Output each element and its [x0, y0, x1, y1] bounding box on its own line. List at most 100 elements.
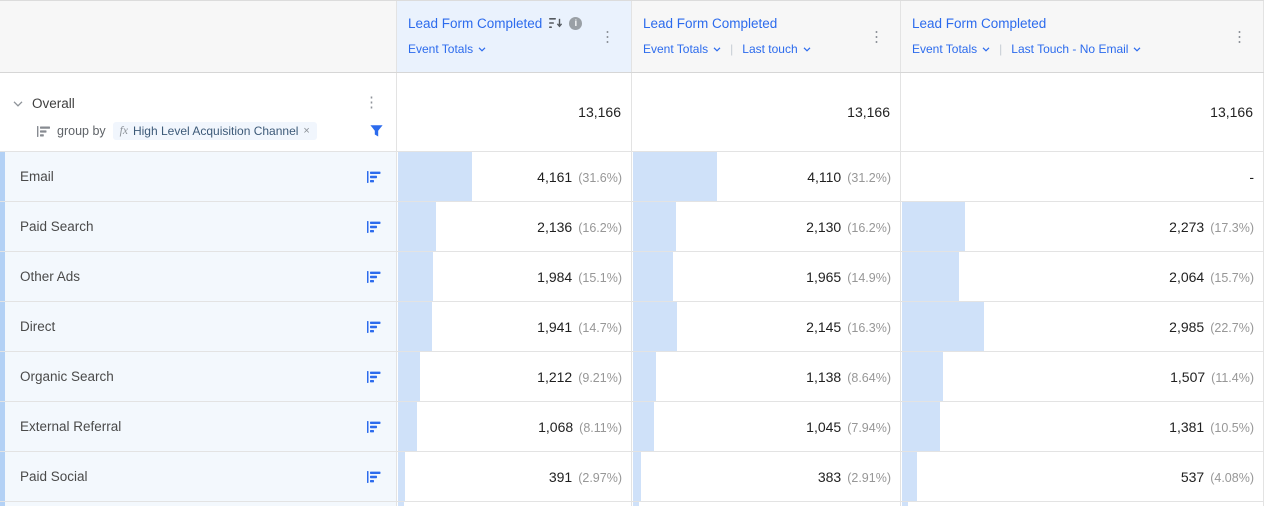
value-cell[interactable]: 391 (2.97%)	[397, 452, 632, 501]
value: 537	[1180, 468, 1205, 485]
value-cell[interactable]: 4,161 (31.6%)	[397, 152, 632, 201]
column-title[interactable]: Lead Form Completed	[408, 15, 543, 31]
value-cell[interactable]: 383 (2.91%)	[632, 452, 901, 501]
breakdown-icon[interactable]	[367, 370, 381, 383]
attribution-selector[interactable]: Last Touch - No Email	[1011, 42, 1141, 56]
kebab-menu-icon[interactable]: ⋮	[869, 28, 884, 45]
kebab-menu-icon[interactable]: ⋮	[1232, 28, 1247, 45]
info-icon[interactable]: i	[569, 16, 583, 30]
table-row: Other Ads 1,984 (15.1%) 1,965 (14.9%) 2,06…	[0, 252, 1264, 302]
row-stripe	[0, 402, 5, 451]
sort-icon[interactable]	[549, 17, 563, 29]
row-label: External Referral	[20, 419, 122, 434]
overall-value: 13,166	[847, 104, 890, 120]
value-cell[interactable]: 1,045 (7.94%)	[632, 402, 901, 451]
kebab-menu-icon[interactable]: ⋮	[600, 28, 615, 45]
remove-group-by-icon[interactable]: ×	[303, 125, 310, 137]
percentage: (16.2%)	[578, 220, 622, 235]
value-cell[interactable]: 2,273 (17.3%)	[901, 202, 1264, 251]
overall-value-cell[interactable]: 13,166	[901, 73, 1264, 151]
attribution-selector[interactable]: Last touch	[742, 42, 811, 56]
value-cell[interactable]: 4,110 (31.2%)	[632, 152, 901, 201]
breakdown-icon[interactable]	[367, 170, 381, 183]
value-cell[interactable]: 2,985 (22.7%)	[901, 302, 1264, 351]
percentage: (11.4%)	[1211, 370, 1254, 385]
value-bar	[398, 302, 433, 351]
overall-kebab-icon[interactable]: ⋮	[364, 94, 379, 111]
value-bar	[398, 402, 417, 451]
column-title-line: Lead Form Completed	[643, 14, 888, 32]
header-row: Lead Form Completed i Event Totals ⋮ Lea…	[0, 1, 1264, 73]
value: 1,381	[1169, 418, 1205, 435]
table-row: Email 4,161 (31.6%) 4,110 (31.2%) -	[0, 152, 1264, 202]
row-label-cell[interactable]: Email	[0, 152, 397, 201]
measure-selector[interactable]: Event Totals	[643, 42, 721, 56]
value-bar	[902, 302, 985, 351]
row-stripe	[0, 152, 5, 201]
group-by-line: group by fx High Level Acquisition Chann…	[37, 121, 396, 141]
value: 2,273	[1169, 218, 1205, 235]
column-header-last-touch: Lead Form Completed Event Totals | Last …	[632, 1, 901, 72]
column-selectors: Event Totals	[408, 41, 619, 57]
value-cell	[397, 502, 632, 506]
group-by-chip[interactable]: fx High Level Acquisition Channel ×	[112, 122, 317, 140]
value-bar	[902, 452, 917, 501]
attribution-selector-label: Last touch	[742, 42, 798, 56]
group-by-label: group by	[57, 124, 106, 138]
value: 1,045	[806, 418, 842, 435]
breakdown-icon[interactable]	[367, 420, 381, 433]
collapse-chevron-icon[interactable]	[13, 100, 23, 107]
partial-next-row	[0, 502, 1264, 506]
breakdown-icon[interactable]	[367, 320, 381, 333]
value-bar	[633, 252, 673, 301]
row-label-cell[interactable]: Paid Social	[0, 452, 397, 501]
column-title-line: Lead Form Completed i	[408, 14, 619, 32]
row-stripe	[0, 352, 5, 401]
breakdown-icon[interactable]	[367, 270, 381, 283]
percentage: (17.3%)	[1210, 220, 1254, 235]
row-label-cell[interactable]: External Referral	[0, 402, 397, 451]
column-title[interactable]: Lead Form Completed	[912, 15, 1047, 31]
breakdown-icon[interactable]	[367, 470, 381, 483]
value-cell[interactable]: 2,064 (15.7%)	[901, 252, 1264, 301]
filter-icon[interactable]	[370, 125, 383, 137]
breakdown-icon[interactable]	[367, 220, 381, 233]
value-bar	[398, 452, 405, 501]
overall-value-cell[interactable]: 13,166	[397, 73, 632, 151]
value-bar	[398, 202, 436, 251]
percentage: (15.7%)	[1210, 270, 1254, 285]
value-bar	[398, 152, 472, 201]
value-cell[interactable]: 1,212 (9.21%)	[397, 352, 632, 401]
selector-separator: |	[730, 42, 734, 56]
row-label-cell[interactable]: Paid Search	[0, 202, 397, 251]
column-title[interactable]: Lead Form Completed	[643, 15, 778, 31]
value-cell[interactable]: -	[901, 152, 1264, 201]
value-cell[interactable]: 2,145 (16.3%)	[632, 302, 901, 351]
value-bar	[398, 352, 420, 401]
row-stripe	[0, 502, 5, 506]
value-cell[interactable]: 1,381 (10.5%)	[901, 402, 1264, 451]
value-cell[interactable]: 1,965 (14.9%)	[632, 252, 901, 301]
value-bar	[633, 452, 641, 501]
value: 4,110	[807, 168, 842, 185]
group-by-icon	[37, 125, 50, 137]
row-label-cell[interactable]: Organic Search	[0, 352, 397, 401]
chevron-down-icon	[713, 46, 721, 52]
measure-selector[interactable]: Event Totals	[408, 42, 486, 56]
row-label-cell[interactable]: Other Ads	[0, 252, 397, 301]
measure-selector[interactable]: Event Totals	[912, 42, 990, 56]
value-cell[interactable]: 1,507 (11.4%)	[901, 352, 1264, 401]
table-row: External Referral 1,068 (8.11%) 1,045 (7.9…	[0, 402, 1264, 452]
overall-value-cell[interactable]: 13,166	[632, 73, 901, 151]
value-cell[interactable]: 1,138 (8.64%)	[632, 352, 901, 401]
table-row: Paid Search 2,136 (16.2%) 2,130 (16.2%) 2,…	[0, 202, 1264, 252]
column-header-last-touch-no-email: Lead Form Completed Event Totals | Last …	[901, 1, 1264, 72]
value-cell[interactable]: 2,130 (16.2%)	[632, 202, 901, 251]
value-cell[interactable]: 1,941 (14.7%)	[397, 302, 632, 351]
value-cell[interactable]: 1,068 (8.11%)	[397, 402, 632, 451]
value: 2,985	[1169, 318, 1205, 335]
value-cell[interactable]: 1,984 (15.1%)	[397, 252, 632, 301]
value-cell[interactable]: 2,136 (16.2%)	[397, 202, 632, 251]
value-cell[interactable]: 537 (4.08%)	[901, 452, 1264, 501]
row-label-cell[interactable]: Direct	[0, 302, 397, 351]
